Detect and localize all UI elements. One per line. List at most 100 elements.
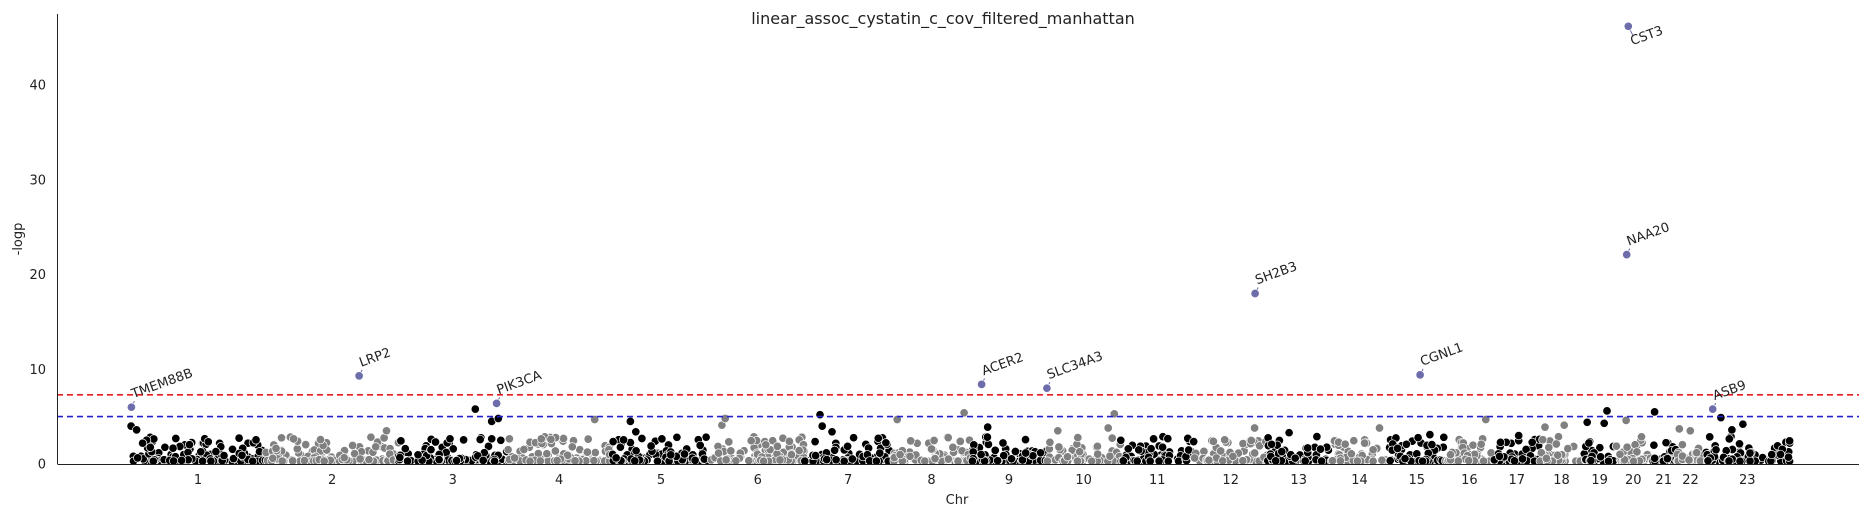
- background-point: [1783, 452, 1794, 462]
- background-point: [251, 435, 261, 445]
- background-point: [1377, 455, 1387, 465]
- y-tick-label: 30: [29, 173, 46, 188]
- background-point: [1105, 451, 1115, 461]
- background-point: [1134, 445, 1144, 455]
- background-point: [1163, 456, 1173, 466]
- background-point: [1072, 456, 1083, 466]
- y-axis-label: -logp: [11, 223, 26, 256]
- background-point: [1400, 454, 1410, 464]
- background-point: [1238, 439, 1248, 449]
- background-point: [1075, 447, 1085, 457]
- background-point: [1677, 451, 1687, 461]
- background-point: [1290, 453, 1300, 463]
- background-point: [487, 434, 497, 444]
- background-point: [426, 445, 436, 455]
- x-tick-label: 14: [1351, 473, 1368, 488]
- background-point: [582, 447, 592, 457]
- background-point: [490, 456, 500, 466]
- background-point: [1538, 435, 1548, 445]
- x-tick-label: 10: [1075, 473, 1092, 488]
- background-point: [652, 456, 663, 466]
- background-point: [1107, 433, 1117, 443]
- background-point: [993, 456, 1003, 466]
- background-point: [1220, 435, 1230, 445]
- background-point: [1146, 444, 1156, 454]
- background-point: [1154, 456, 1164, 466]
- background-point: [478, 455, 488, 465]
- background-point: [811, 451, 821, 461]
- top-hit-point: [1622, 250, 1632, 260]
- background-point: [1315, 444, 1326, 454]
- background-point: [301, 440, 311, 450]
- background-point: [666, 450, 676, 460]
- background-point: [1360, 438, 1370, 448]
- background-point: [1427, 440, 1437, 450]
- background-point: [1622, 442, 1632, 452]
- background-point: [364, 455, 374, 465]
- background-point: [1087, 456, 1097, 466]
- background-point: [1062, 452, 1073, 462]
- background-point: [590, 448, 600, 458]
- background-point: [228, 454, 239, 464]
- data-point: [1103, 423, 1113, 433]
- x-tick-label: 18: [1553, 473, 1570, 488]
- background-point: [746, 436, 756, 446]
- x-tick-label: 11: [1149, 473, 1166, 488]
- background-point: [1006, 454, 1017, 464]
- background-point: [1476, 439, 1486, 449]
- background-point: [830, 445, 840, 455]
- data-point: [983, 422, 993, 432]
- background-point: [948, 442, 958, 452]
- top-hit-point: [354, 371, 364, 381]
- background-point: [1584, 438, 1594, 448]
- background-point: [459, 435, 469, 445]
- background-point: [276, 433, 287, 443]
- background-point: [1684, 455, 1694, 465]
- background-point: [227, 444, 238, 454]
- background-point: [1216, 446, 1226, 456]
- data-point: [815, 410, 825, 420]
- background-point: [1775, 449, 1786, 459]
- background-point: [611, 453, 621, 463]
- background-point: [930, 454, 940, 464]
- background-point: [1189, 437, 1199, 447]
- background-point: [998, 438, 1008, 448]
- background-point: [772, 441, 782, 451]
- background-point: [999, 451, 1009, 461]
- background-point: [475, 434, 485, 445]
- background-point: [1439, 432, 1449, 442]
- background-point: [920, 456, 930, 466]
- x-tick-label: 9: [1005, 473, 1013, 488]
- background-point: [831, 455, 841, 465]
- background-point: [1312, 432, 1322, 442]
- background-point: [701, 432, 711, 442]
- background-point: [168, 443, 178, 453]
- axes: [57, 14, 1859, 465]
- background-point: [967, 456, 977, 466]
- background-point: [395, 452, 405, 463]
- data-point: [1650, 407, 1660, 417]
- background-point: [1204, 455, 1214, 465]
- background-point: [1190, 453, 1200, 463]
- background-point: [1093, 449, 1103, 459]
- background-point: [1116, 435, 1126, 445]
- background-point: [761, 440, 771, 450]
- background-point: [277, 456, 287, 466]
- background-point: [1615, 449, 1625, 459]
- background-point: [1495, 437, 1506, 447]
- background-point: [288, 456, 298, 466]
- background-point: [503, 445, 513, 455]
- background-point: [234, 433, 244, 443]
- background-point: [721, 455, 731, 465]
- data-point: [1685, 426, 1695, 436]
- background-point: [1563, 444, 1573, 454]
- background-point: [619, 435, 629, 445]
- background-point: [875, 448, 885, 458]
- background-point: [1479, 456, 1489, 466]
- background-point: [206, 456, 216, 466]
- background-point: [1368, 445, 1378, 455]
- background-point: [452, 456, 462, 466]
- background-point: [786, 450, 797, 460]
- x-axis-label: Chr: [946, 493, 969, 508]
- background-point: [169, 456, 179, 466]
